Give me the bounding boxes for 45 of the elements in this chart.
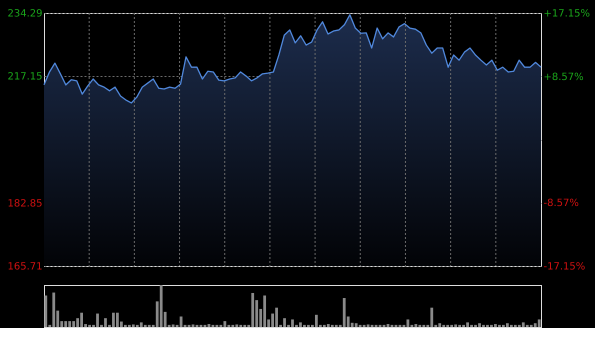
y2-tick-label: -17.15% [544, 262, 586, 272]
bar [386, 324, 390, 327]
bar [223, 321, 226, 327]
bar [80, 312, 83, 327]
bar [291, 319, 294, 327]
bar [275, 308, 278, 327]
bar [208, 324, 210, 327]
bar [68, 321, 72, 327]
bar [44, 296, 48, 327]
bar [172, 324, 175, 327]
bar [283, 318, 286, 327]
y2-tick-label: +17.15% [544, 8, 590, 20]
bar [466, 322, 469, 327]
y-tick-label: 165.71 [8, 262, 42, 272]
bar [96, 314, 99, 327]
bar [506, 323, 509, 327]
bar [52, 292, 56, 327]
bar [534, 323, 537, 327]
bar [251, 292, 254, 327]
bar [366, 324, 370, 327]
bar [326, 324, 330, 327]
y-tick-label: 234.29 [8, 8, 42, 20]
bar [438, 323, 442, 327]
y2-tick-label: +8.57% [544, 72, 584, 83]
bar [192, 324, 194, 327]
bar [263, 296, 266, 327]
bar [354, 323, 358, 327]
bar [478, 323, 481, 327]
bar [104, 318, 107, 327]
bar [112, 312, 115, 327]
bar [406, 319, 410, 327]
bar [64, 321, 68, 327]
bar [494, 324, 497, 327]
bar [414, 324, 418, 327]
bar [72, 321, 76, 327]
bar [116, 312, 119, 327]
bar [430, 308, 434, 327]
bar [160, 285, 163, 327]
y-tick-label: 182.85 [8, 198, 42, 210]
y2-tick-label: -8.57% [544, 198, 579, 210]
bar [180, 316, 182, 327]
bar [314, 314, 318, 327]
bar [299, 322, 302, 327]
y-tick-label: 217.15 [8, 72, 42, 83]
bar [342, 298, 346, 327]
